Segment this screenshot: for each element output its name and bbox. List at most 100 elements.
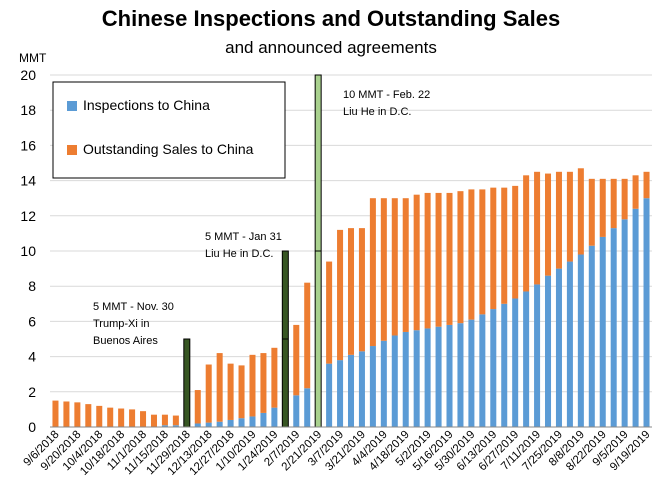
- bar-outstanding-sales: [118, 408, 125, 427]
- y-tick-label: 10: [20, 243, 36, 259]
- bar-inspections: [555, 268, 562, 427]
- bar-inspections: [566, 261, 573, 427]
- chart-subtitle: and announced agreements: [225, 38, 437, 57]
- bar-outstanding-sales: [96, 405, 103, 427]
- bar-inspections: [402, 331, 409, 427]
- legend-label-inspections: Inspections to China: [83, 97, 210, 113]
- bar-inspections: [369, 346, 376, 427]
- legend: Inspections to China Outstanding Sales t…: [52, 81, 286, 179]
- agreement-marker-1: [183, 338, 191, 428]
- bar-outstanding-sales: [347, 228, 355, 355]
- bar-inspections: [161, 425, 168, 427]
- bar-outstanding-sales: [271, 347, 278, 408]
- legend-swatch-outstanding-sales: [67, 145, 77, 155]
- bar-outstanding-sales: [566, 171, 573, 262]
- bar-inspections: [577, 254, 584, 427]
- legend-box: [52, 81, 286, 179]
- annotation-line: Buenos Aires: [93, 335, 158, 347]
- bar-inspections: [512, 298, 519, 427]
- bar-outstanding-sales: [621, 178, 628, 220]
- bar-outstanding-sales: [205, 364, 212, 423]
- bar-outstanding-sales: [643, 171, 650, 199]
- bar-outstanding-sales: [490, 187, 497, 310]
- bar-outstanding-sales: [85, 404, 92, 427]
- bar-outstanding-sales: [358, 228, 365, 352]
- bar-inspections: [260, 412, 267, 427]
- bar-inspections: [293, 395, 300, 427]
- bar-outstanding-sales: [326, 261, 333, 364]
- y-tick-label: 20: [20, 67, 36, 83]
- bar-outstanding-sales: [610, 178, 617, 229]
- y-tick-label: 18: [20, 102, 36, 118]
- y-tick-label: 0: [28, 419, 36, 435]
- bar-inspections: [326, 363, 333, 427]
- y-tick-label: 4: [28, 349, 36, 365]
- bar-outstanding-sales: [479, 189, 486, 315]
- bar-inspections: [380, 340, 387, 427]
- bar-inspections: [205, 422, 212, 427]
- y-tick-label: 16: [20, 137, 36, 153]
- y-tick-label: 6: [28, 313, 36, 329]
- bar-outstanding-sales: [424, 192, 431, 329]
- annotation-line: 5 MMT - Nov. 30: [93, 301, 174, 313]
- bar-outstanding-sales: [391, 198, 398, 336]
- bar-outstanding-sales: [238, 365, 245, 419]
- bar-outstanding-sales: [337, 229, 344, 361]
- bar-inspections: [457, 323, 464, 427]
- bar-outstanding-sales: [249, 354, 256, 417]
- bar-outstanding-sales: [161, 414, 168, 426]
- bar-inspections: [238, 418, 245, 427]
- annotation-line: 5 MMT - Jan 31: [205, 231, 282, 243]
- bar-outstanding-sales: [150, 414, 157, 427]
- annotation-line: Liu He in D.C.: [343, 106, 411, 118]
- bar-outstanding-sales: [501, 187, 508, 304]
- annotation-nov-30: 5 MMT - Nov. 30 Trump-Xi in Buenos Aires: [93, 301, 174, 347]
- annotation-line: Trump-Xi in: [93, 318, 149, 330]
- bar-inspections: [446, 324, 453, 427]
- bar-inspections: [534, 284, 541, 427]
- y-axis-ticks: 0 2 4 6 8 10 12 14 16 18 20: [20, 67, 36, 435]
- bar-outstanding-sales: [194, 390, 201, 424]
- bar-outstanding-sales: [63, 401, 70, 427]
- bar-outstanding-sales: [435, 192, 442, 327]
- bar-inspections: [501, 303, 508, 427]
- bar-outstanding-sales: [534, 171, 541, 285]
- annotation-line: 10 MMT - Feb. 22: [343, 89, 430, 101]
- bar-outstanding-sales: [304, 282, 311, 389]
- bar-inspections: [337, 360, 344, 427]
- bar-inspections: [599, 236, 606, 427]
- bar-inspections: [358, 351, 365, 427]
- bar-outstanding-sales: [632, 175, 639, 209]
- bar-outstanding-sales: [52, 400, 59, 427]
- bar-inspections: [172, 425, 179, 427]
- chart-title: Chinese Inspections and Outstanding Sale…: [101, 6, 561, 31]
- bar-inspections: [216, 421, 223, 427]
- bar-inspections: [523, 291, 530, 427]
- legend-label-outstanding-sales: Outstanding Sales to China: [83, 141, 254, 157]
- annotation-line: Liu He in D.C.: [205, 248, 273, 260]
- bar-outstanding-sales: [260, 353, 267, 413]
- bar-outstanding-sales: [107, 407, 114, 427]
- bar-inspections: [588, 245, 595, 427]
- bar-inspections: [304, 388, 311, 427]
- annotation-jan-31: 5 MMT - Jan 31 Liu He in D.C.: [205, 231, 282, 260]
- bar-inspections: [227, 419, 234, 427]
- x-axis-ticks: 9/6/20189/20/201810/4/201810/18/201811/1…: [21, 429, 652, 478]
- bar-outstanding-sales: [512, 185, 519, 299]
- bar-inspections: [271, 407, 278, 427]
- bar-outstanding-sales: [545, 173, 552, 276]
- bars: [52, 168, 650, 427]
- y-tick-label: 8: [28, 278, 36, 294]
- bar-outstanding-sales: [577, 168, 584, 255]
- bar-inspections: [643, 198, 650, 427]
- bar-outstanding-sales: [129, 409, 136, 427]
- y-tick-label: 14: [20, 173, 36, 189]
- bar-outstanding-sales: [555, 171, 562, 269]
- bar-inspections: [621, 219, 628, 427]
- bar-outstanding-sales: [457, 191, 464, 324]
- bar-outstanding-sales: [402, 198, 409, 332]
- bar-outstanding-sales: [468, 189, 475, 320]
- y-tick-label: 12: [20, 208, 36, 224]
- bar-inspections: [490, 309, 497, 427]
